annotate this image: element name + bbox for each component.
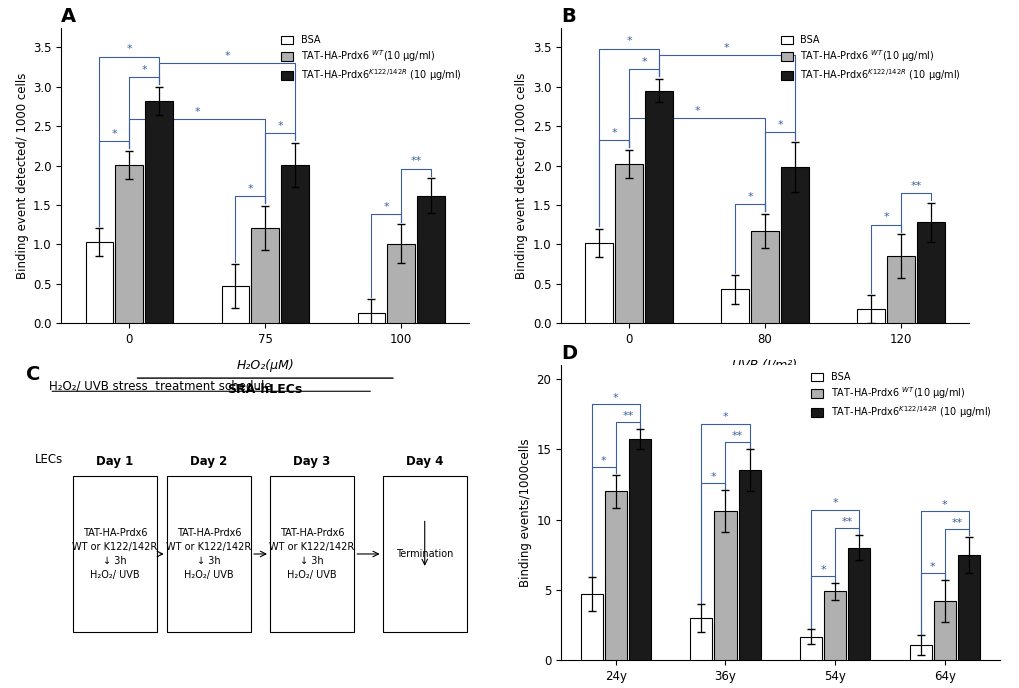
Text: **: ** — [841, 517, 852, 526]
Text: *: * — [832, 498, 838, 508]
Bar — [221, 286, 249, 323]
Legend: BSA, TAT-HA-Prdx6 $^{WT}$(10 μg/ml), TAT-HA-Prdx6$^{K122/142R}$ (10 μg/ml): BSA, TAT-HA-Prdx6 $^{WT}$(10 μg/ml), TAT… — [808, 369, 994, 422]
Text: *: * — [694, 106, 699, 116]
Text: *: * — [710, 471, 715, 482]
Bar — [86, 242, 113, 323]
Bar — [585, 243, 612, 323]
FancyBboxPatch shape — [72, 475, 157, 632]
Y-axis label: Binding event detected/ 1000 cells: Binding event detected/ 1000 cells — [15, 72, 29, 279]
Text: *: * — [721, 412, 728, 422]
Text: SRA-hLECs: SRA-hLECs — [727, 383, 802, 396]
Text: H₂O₂/ UVB stress  treatment schedule: H₂O₂/ UVB stress treatment schedule — [49, 380, 272, 392]
Text: Termination: Termination — [395, 549, 453, 559]
Bar — [645, 91, 672, 323]
Bar — [358, 313, 384, 323]
Text: *: * — [195, 107, 200, 117]
Text: *: * — [641, 57, 646, 67]
Bar — [387, 244, 415, 323]
FancyBboxPatch shape — [382, 475, 467, 632]
Bar — [690, 619, 711, 660]
Text: **: ** — [410, 156, 422, 166]
Text: *: * — [747, 192, 752, 202]
Text: *: * — [929, 561, 934, 572]
Text: *: * — [610, 128, 616, 138]
Text: **: ** — [732, 431, 743, 441]
Bar — [848, 548, 869, 660]
Bar — [252, 228, 278, 323]
Bar — [417, 195, 444, 323]
Text: *: * — [723, 43, 729, 53]
Bar — [857, 309, 883, 323]
Text: A: A — [61, 7, 76, 26]
Text: *: * — [224, 51, 229, 61]
Text: Day 4: Day 4 — [406, 455, 443, 468]
Bar — [799, 636, 821, 660]
Text: *: * — [612, 393, 619, 402]
Text: Day 2: Day 2 — [191, 455, 227, 468]
Text: B: B — [560, 7, 575, 26]
Bar — [580, 594, 602, 660]
Text: *: * — [142, 65, 147, 75]
Text: *: * — [626, 36, 631, 47]
Bar — [713, 511, 736, 660]
Text: **: ** — [951, 518, 962, 528]
FancyBboxPatch shape — [166, 475, 251, 632]
Bar — [751, 231, 777, 323]
Text: *: * — [941, 499, 947, 510]
Text: TAT-HA-Prdx6
WT or K122/142R
↓ 3h
H₂O₂/ UVB: TAT-HA-Prdx6 WT or K122/142R ↓ 3h H₂O₂/ … — [269, 528, 355, 580]
Y-axis label: Binding event detected/ 1000 cells: Binding event detected/ 1000 cells — [515, 72, 528, 279]
Text: *: * — [111, 129, 117, 139]
Bar — [957, 555, 979, 660]
Bar — [614, 164, 642, 323]
Bar — [146, 101, 172, 323]
Bar — [823, 592, 846, 660]
Text: H₂O₂(μM): H₂O₂(μM) — [236, 359, 293, 372]
Text: *: * — [776, 120, 782, 130]
Bar — [629, 440, 650, 660]
Bar — [738, 471, 760, 660]
Bar — [781, 167, 808, 323]
Bar — [916, 222, 944, 323]
Text: **: ** — [909, 181, 921, 191]
Text: *: * — [126, 44, 131, 54]
Legend: BSA, TAT-HA-Prdx6 $^{WT}$(10 μg/ml), TAT-HA-Prdx6$^{K122/142R}$ (10 μg/ml): BSA, TAT-HA-Prdx6 $^{WT}$(10 μg/ml), TAT… — [777, 32, 963, 85]
Bar — [909, 645, 930, 660]
Text: *: * — [882, 213, 888, 222]
Text: **: ** — [622, 411, 633, 421]
Text: *: * — [819, 565, 825, 574]
Text: SRA-hLECs: SRA-hLECs — [227, 383, 303, 396]
Text: *: * — [383, 202, 388, 212]
Bar — [115, 165, 143, 323]
Bar — [720, 290, 748, 323]
Text: Day 1: Day 1 — [97, 455, 133, 468]
Bar — [281, 165, 309, 323]
Text: *: * — [277, 121, 282, 131]
Bar — [932, 601, 955, 660]
Text: D: D — [560, 344, 577, 363]
Y-axis label: Binding events/1000cells: Binding events/1000cells — [519, 438, 532, 587]
Text: *: * — [600, 456, 606, 466]
Text: C: C — [25, 365, 40, 384]
Legend: BSA, TAT-HA-Prdx6 $^{WT}$(10 μg/ml), TAT-HA-Prdx6$^{K122/142R}$ (10 μg/ml): BSA, TAT-HA-Prdx6 $^{WT}$(10 μg/ml), TAT… — [278, 32, 464, 85]
FancyBboxPatch shape — [270, 475, 354, 632]
Bar — [604, 491, 627, 660]
Text: Day 3: Day 3 — [293, 455, 330, 468]
Text: UVB (J/m²): UVB (J/m²) — [732, 359, 797, 372]
Text: *: * — [248, 184, 253, 194]
Text: TAT-HA-Prdx6
WT or K122/142R
↓ 3h
H₂O₂/ UVB: TAT-HA-Prdx6 WT or K122/142R ↓ 3h H₂O₂/ … — [72, 528, 158, 580]
Bar — [887, 257, 914, 323]
Text: TAT-HA-Prdx6
WT or K122/142R
↓ 3h
H₂O₂/ UVB: TAT-HA-Prdx6 WT or K122/142R ↓ 3h H₂O₂/ … — [166, 528, 252, 580]
Text: LECs: LECs — [36, 453, 63, 466]
